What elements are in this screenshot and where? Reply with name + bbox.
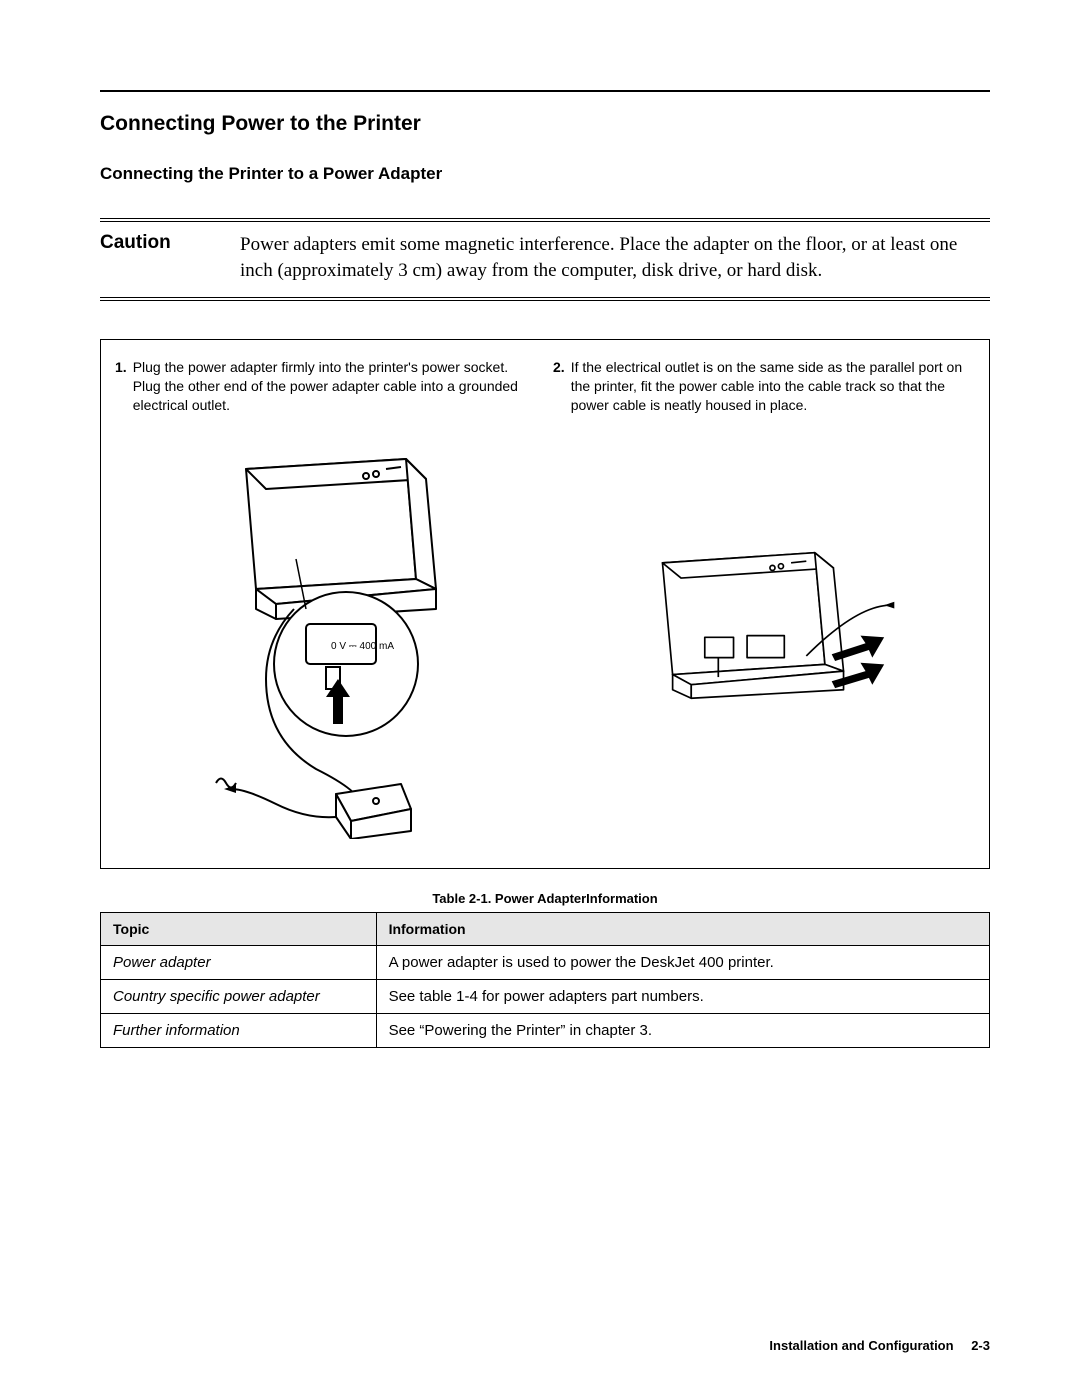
table-row: Further information See “Powering the Pr… [101, 1014, 990, 1048]
step-1-text: 1. Plug the power adapter firmly into th… [115, 358, 537, 415]
step-2-number: 2. [553, 358, 565, 415]
step-2-illustration [553, 423, 975, 854]
caution-label: Caution [100, 232, 240, 283]
step-column-2: 2. If the electrical outlet is on the sa… [553, 358, 975, 854]
step-column-1: 1. Plug the power adapter firmly into th… [115, 358, 537, 854]
caution-text: Power adapters emit some magnetic interf… [240, 232, 990, 283]
table-header-topic: Topic [101, 913, 377, 946]
svg-text:0 V ⎓ 400 mA: 0 V ⎓ 400 mA [331, 641, 394, 652]
printer-cable-track-illustration-icon [584, 529, 944, 749]
section-title: Connecting Power to the Printer [100, 112, 990, 136]
table-cell-topic: Power adapter [101, 946, 377, 980]
footer-chapter: Installation and Configuration [769, 1338, 953, 1353]
footer-page-number: 2-3 [971, 1338, 990, 1353]
top-rule [100, 90, 990, 92]
table-row: Country specific power adapter See table… [101, 980, 990, 1014]
table-header-info: Information [376, 913, 989, 946]
caution-box: Caution Power adapters emit some magneti… [100, 218, 990, 301]
printer-adapter-illustration-icon: 0 V ⎓ 400 mA [176, 439, 476, 839]
step-1-body: Plug the power adapter firmly into the p… [133, 358, 531, 415]
step-2-text: 2. If the electrical outlet is on the sa… [553, 358, 975, 415]
table-header-row: Topic Information [101, 913, 990, 946]
table-row: Power adapter A power adapter is used to… [101, 946, 990, 980]
table-cell-topic: Further information [101, 1014, 377, 1048]
table-cell-topic: Country specific power adapter [101, 980, 377, 1014]
step-1-illustration: 0 V ⎓ 400 mA [115, 423, 537, 854]
page-footer: Installation and Configuration 2-3 [769, 1338, 990, 1353]
step-1-number: 1. [115, 358, 127, 415]
steps-figure: 1. Plug the power adapter firmly into th… [100, 339, 990, 869]
table-caption: Table 2-1. Power AdapterInformation [100, 891, 990, 906]
table-cell-info: See “Powering the Printer” in chapter 3. [376, 1014, 989, 1048]
table-cell-info: See table 1-4 for power adapters part nu… [376, 980, 989, 1014]
subsection-title: Connecting the Printer to a Power Adapte… [100, 164, 990, 184]
step-2-body: If the electrical outlet is on the same … [571, 358, 969, 415]
table-cell-info: A power adapter is used to power the Des… [376, 946, 989, 980]
power-adapter-table: Topic Information Power adapter A power … [100, 912, 990, 1048]
